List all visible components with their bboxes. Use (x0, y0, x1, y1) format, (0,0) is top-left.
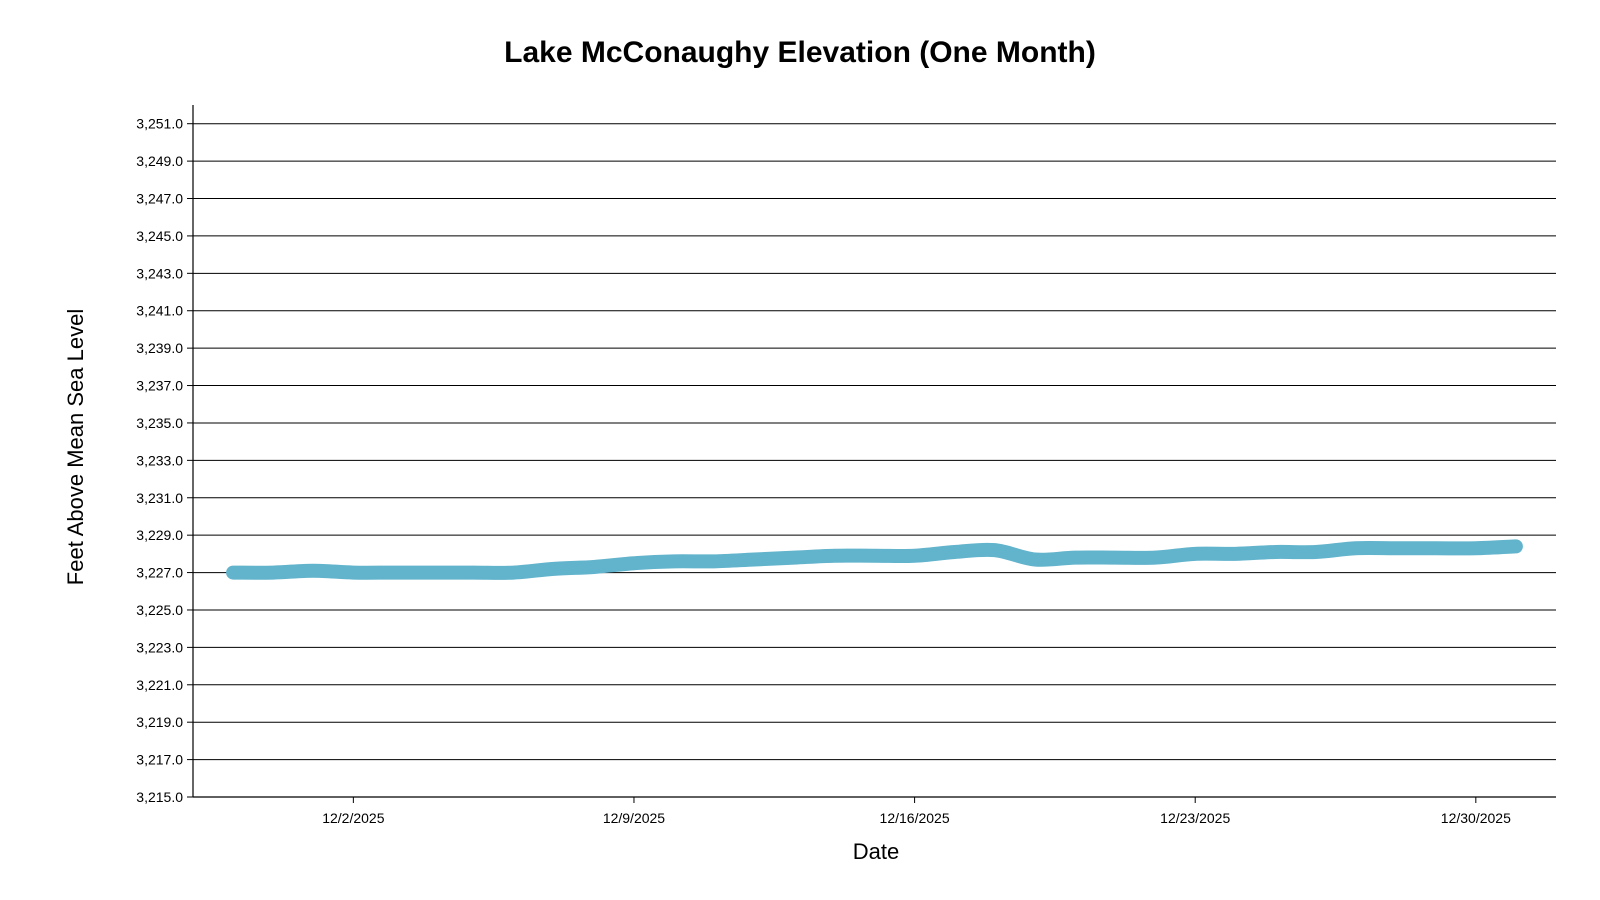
x-tick-label: 12/2/2025 (322, 810, 384, 826)
y-tick-label: 3,229.0 (136, 527, 183, 543)
y-tick-label: 3,233.0 (136, 452, 183, 468)
y-tick-label: 3,217.0 (136, 752, 183, 768)
x-axis: 12/2/2025 12/9/2025 12/16/2025 12/23/2025 12… (193, 796, 1556, 826)
y-tick-label: 3,239.0 (136, 340, 183, 356)
series-group (226, 539, 1523, 580)
y-tick-label: 3,241.0 (136, 303, 183, 319)
y-axis-label: Feet Above Mean Sea Level (63, 309, 88, 585)
y-axis: 3,215.0 3,217.0 3,219.0 3,221.0 3,223.0 3,225… (136, 105, 194, 805)
x-tick-label: 12/16/2025 (880, 810, 950, 826)
y-tick-label: 3,243.0 (136, 265, 183, 281)
series-line-elevation (226, 539, 1523, 580)
y-tick-label: 3,215.0 (136, 789, 183, 805)
y-tick-label: 3,247.0 (136, 191, 183, 207)
y-tick-label: 3,221.0 (136, 677, 183, 693)
y-tick-label: 3,245.0 (136, 228, 183, 244)
x-tick-label: 12/23/2025 (1160, 810, 1230, 826)
y-tick-label: 3,227.0 (136, 565, 183, 581)
y-tick-label: 3,231.0 (136, 490, 183, 506)
y-tick-label: 3,223.0 (136, 639, 183, 655)
chart-title: Lake McConaughy Elevation (One Month) (504, 36, 1096, 69)
y-tick-label: 3,235.0 (136, 415, 183, 431)
y-tick-label: 3,249.0 (136, 153, 183, 169)
x-axis-label: Date (853, 839, 899, 864)
x-tick-label: 12/30/2025 (1441, 810, 1511, 826)
y-tick-label: 3,237.0 (136, 378, 183, 394)
y-tick-label: 3,251.0 (136, 116, 183, 132)
gridlines (193, 123, 1556, 761)
y-tick-label: 3,225.0 (136, 602, 183, 618)
x-tick-label: 12/9/2025 (603, 810, 665, 826)
y-tick-label: 3,219.0 (136, 714, 183, 730)
